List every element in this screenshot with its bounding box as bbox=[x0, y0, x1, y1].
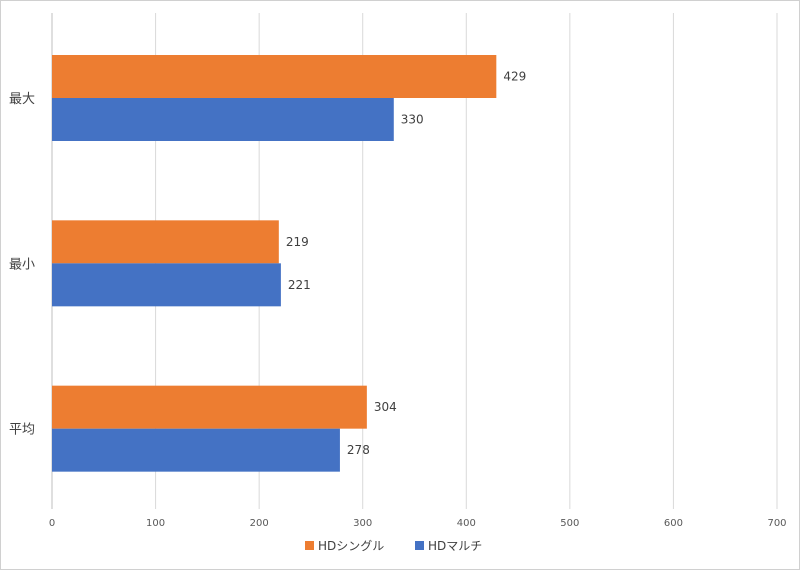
bar-hd-multi-1[interactable] bbox=[52, 263, 281, 307]
category-label-1: 最小 bbox=[9, 257, 35, 272]
x-tick-label-300: 300 bbox=[353, 518, 372, 529]
x-tick-label-400: 400 bbox=[457, 518, 476, 529]
x-tick-label-700: 700 bbox=[767, 518, 786, 529]
legend-swatch-hd-multi[interactable] bbox=[415, 541, 424, 550]
data-label-hd-multi-2: 278 bbox=[347, 443, 370, 457]
category-label-0: 最大 bbox=[9, 92, 35, 107]
x-tick-label-0: 0 bbox=[49, 518, 55, 529]
legend-swatch-hd-single[interactable] bbox=[305, 541, 314, 550]
bar-hd-multi-0[interactable] bbox=[52, 98, 394, 141]
category-label-2: 平均 bbox=[9, 423, 35, 438]
legend-label-hd-single[interactable]: HDシングル bbox=[318, 539, 384, 553]
x-tick-label-100: 100 bbox=[146, 518, 165, 529]
x-tick-label-500: 500 bbox=[560, 518, 579, 529]
bar-hd-single-1[interactable] bbox=[52, 220, 279, 264]
x-tick-label-600: 600 bbox=[664, 518, 683, 529]
bar-hd-single-2[interactable] bbox=[52, 385, 367, 429]
bar-hd-single-0[interactable] bbox=[52, 55, 497, 98]
data-label-hd-multi-0: 330 bbox=[401, 113, 424, 127]
legend-label-hd-multi[interactable]: HDマルチ bbox=[428, 539, 482, 553]
x-tick-label-200: 200 bbox=[250, 518, 269, 529]
data-label-hd-single-1: 219 bbox=[286, 235, 309, 249]
bar-hd-multi-2[interactable] bbox=[52, 428, 340, 472]
data-label-hd-single-0: 429 bbox=[503, 70, 526, 84]
data-label-hd-multi-1: 221 bbox=[288, 278, 311, 292]
data-label-hd-single-2: 304 bbox=[374, 400, 397, 414]
